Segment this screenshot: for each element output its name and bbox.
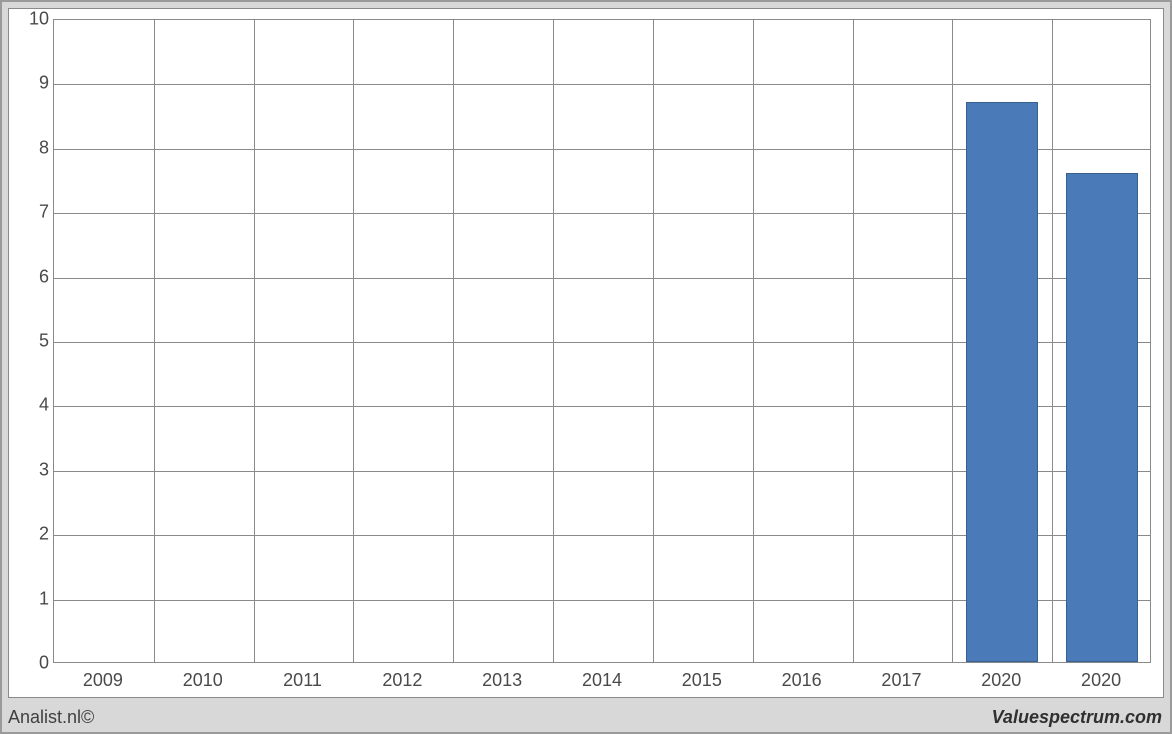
gridline-v (952, 20, 953, 662)
bar (966, 102, 1038, 662)
bar (1066, 173, 1138, 662)
y-tick-label: 8 (15, 137, 49, 158)
gridline-v (254, 20, 255, 662)
gridline-v (853, 20, 854, 662)
chart-frame: 0 1 2 3 4 5 6 7 8 9 10 2009 2010 2011 2012 2013 2014 2015… (0, 0, 1172, 734)
gridline-v (553, 20, 554, 662)
plot-area (53, 19, 1151, 663)
x-tick-label: 2020 (981, 670, 1021, 691)
x-tick-label: 2014 (582, 670, 622, 691)
gridline-v (653, 20, 654, 662)
gridline-v (453, 20, 454, 662)
y-tick-label: 2 (15, 524, 49, 545)
x-tick-label: 2009 (83, 670, 123, 691)
x-tick-label: 2010 (183, 670, 223, 691)
y-tick-label: 3 (15, 459, 49, 480)
y-tick-label: 1 (15, 588, 49, 609)
footer-left: Analist.nl© (8, 707, 94, 728)
y-tick-label: 10 (15, 9, 49, 30)
y-tick-label: 6 (15, 266, 49, 287)
y-tick-label: 9 (15, 73, 49, 94)
x-tick-label: 2015 (682, 670, 722, 691)
gridline-v (1052, 20, 1053, 662)
x-tick-label: 2020 (1081, 670, 1121, 691)
gridline-v (753, 20, 754, 662)
y-tick-label: 7 (15, 202, 49, 223)
gridline-h (54, 84, 1150, 85)
gridline-v (154, 20, 155, 662)
x-tick-label: 2011 (283, 670, 322, 691)
y-tick-label: 4 (15, 395, 49, 416)
x-tick-label: 2016 (782, 670, 822, 691)
x-tick-label: 2017 (881, 670, 921, 691)
gridline-v (353, 20, 354, 662)
footer-right: Valuespectrum.com (992, 707, 1162, 728)
x-tick-label: 2012 (382, 670, 422, 691)
y-tick-label: 5 (15, 331, 49, 352)
chart-panel: 0 1 2 3 4 5 6 7 8 9 10 2009 2010 2011 2012 2013 2014 2015… (8, 8, 1164, 698)
x-tick-label: 2013 (482, 670, 522, 691)
y-tick-label: 0 (15, 653, 49, 674)
